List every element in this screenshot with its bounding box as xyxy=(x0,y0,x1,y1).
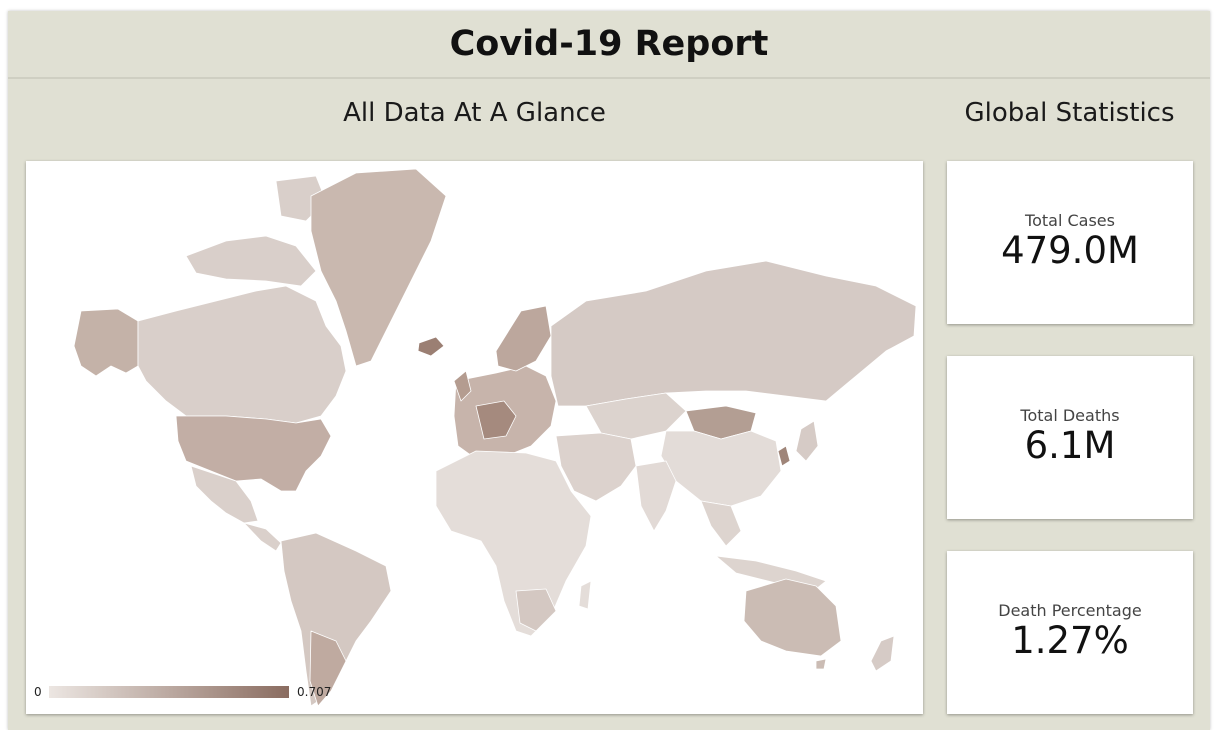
region-middle-east xyxy=(555,432,637,502)
region-japan xyxy=(795,420,819,462)
region-greenland xyxy=(310,168,447,367)
region-alaska xyxy=(73,308,139,377)
total-deaths-card: Total Deaths 6.1M xyxy=(947,356,1193,519)
death-percentage-card: Death Percentage 1.27% xyxy=(947,551,1193,714)
death-percentage-label: Death Percentage xyxy=(998,601,1142,620)
total-cases-label: Total Cases xyxy=(1025,211,1115,230)
region-scandinavia xyxy=(495,305,552,372)
total-deaths-label: Total Deaths xyxy=(1020,406,1120,425)
region-arctic-islands xyxy=(185,235,317,287)
region-canada xyxy=(137,285,347,424)
region-russia xyxy=(550,260,917,407)
total-deaths-value: 6.1M xyxy=(1024,424,1116,467)
region-new-zealand xyxy=(870,635,895,672)
region-indonesia xyxy=(715,555,827,590)
world-map-card[interactable]: 0 0.707 xyxy=(26,161,923,714)
region-australia xyxy=(743,578,842,657)
death-percentage-value: 1.27% xyxy=(1011,619,1129,662)
total-cases-value: 479.0M xyxy=(1001,229,1139,272)
region-india xyxy=(635,460,677,532)
region-southeast-asia xyxy=(700,500,742,547)
region-iceland xyxy=(417,336,445,357)
legend-min-label: 0 xyxy=(34,685,42,699)
stats-section-title: Global Statistics xyxy=(964,98,1175,128)
region-argentina xyxy=(309,630,347,707)
region-western-europe-dark xyxy=(475,400,517,440)
legend-gradient-bar xyxy=(49,686,289,698)
report-frame: Covid-19 Report All Data At A Glance Glo… xyxy=(8,11,1210,730)
region-korea xyxy=(777,445,791,467)
map-section-title: All Data At A Glance xyxy=(343,98,606,128)
region-central-america xyxy=(243,522,282,552)
total-cases-card: Total Cases 479.0M xyxy=(947,161,1193,324)
region-usa xyxy=(175,415,332,492)
legend-max-label: 0.707 xyxy=(297,685,332,699)
color-legend: 0 0.707 xyxy=(32,683,332,701)
region-tasmania xyxy=(815,658,827,670)
region-madagascar xyxy=(578,580,592,610)
region-southern-africa xyxy=(515,588,557,632)
report-header: Covid-19 Report xyxy=(8,11,1210,79)
page-title: Covid-19 Report xyxy=(449,24,769,64)
region-uk xyxy=(453,370,472,402)
region-china xyxy=(660,430,782,507)
world-choropleth-map[interactable] xyxy=(26,161,923,714)
